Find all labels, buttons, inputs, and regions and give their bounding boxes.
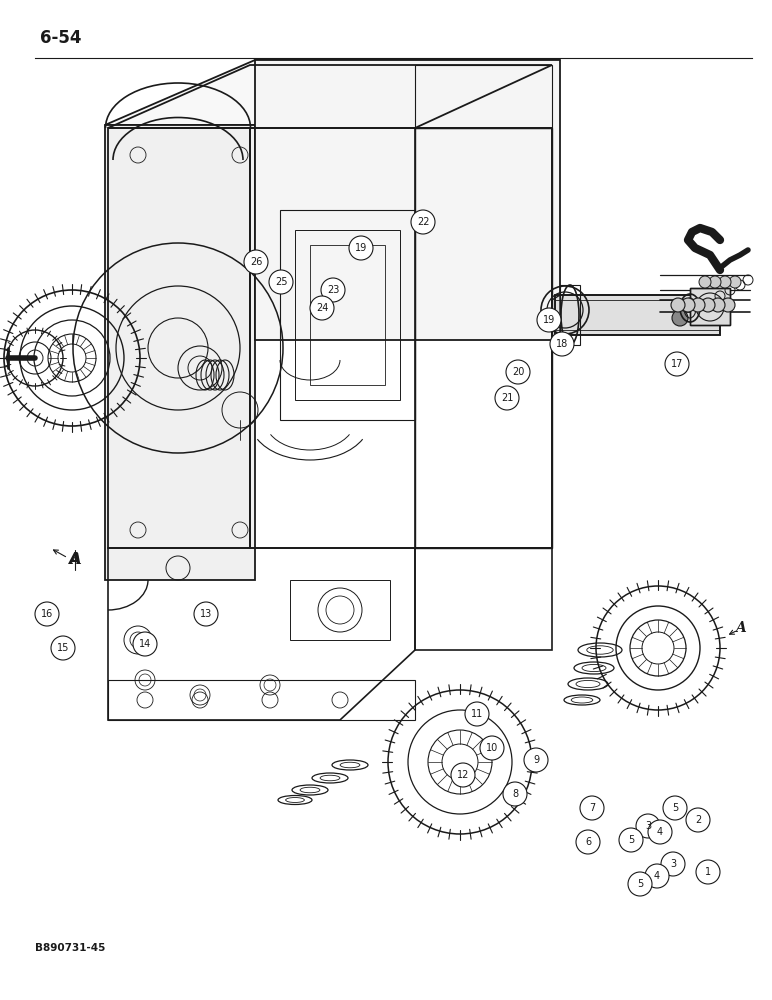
Circle shape bbox=[480, 736, 504, 760]
Circle shape bbox=[681, 298, 695, 312]
Text: 5: 5 bbox=[628, 835, 634, 845]
Text: 4: 4 bbox=[654, 871, 660, 881]
Circle shape bbox=[729, 276, 741, 288]
Circle shape bbox=[580, 796, 604, 820]
Text: 17: 17 bbox=[671, 359, 683, 369]
Circle shape bbox=[671, 298, 685, 312]
Text: 5: 5 bbox=[637, 879, 643, 889]
Circle shape bbox=[696, 860, 720, 884]
Circle shape bbox=[672, 310, 688, 326]
Circle shape bbox=[701, 298, 715, 312]
Text: 18: 18 bbox=[556, 339, 568, 349]
Circle shape bbox=[411, 210, 435, 234]
Circle shape bbox=[645, 864, 669, 888]
Text: 2: 2 bbox=[695, 815, 701, 825]
Text: 10: 10 bbox=[486, 743, 498, 753]
Circle shape bbox=[576, 830, 600, 854]
Circle shape bbox=[721, 298, 735, 312]
Text: A: A bbox=[69, 552, 81, 568]
Circle shape bbox=[686, 808, 710, 832]
Text: A: A bbox=[69, 553, 80, 567]
Circle shape bbox=[665, 352, 689, 376]
Text: 5: 5 bbox=[672, 803, 678, 813]
Text: 14: 14 bbox=[139, 639, 151, 649]
Text: 6: 6 bbox=[585, 837, 591, 847]
Circle shape bbox=[661, 852, 685, 876]
Text: 12: 12 bbox=[457, 770, 469, 780]
Circle shape bbox=[310, 296, 334, 320]
Text: 21: 21 bbox=[501, 393, 513, 403]
Text: 11: 11 bbox=[471, 709, 483, 719]
Circle shape bbox=[349, 236, 373, 260]
Circle shape bbox=[194, 602, 218, 626]
Circle shape bbox=[537, 308, 561, 332]
Text: 23: 23 bbox=[327, 285, 339, 295]
Text: 3: 3 bbox=[645, 821, 651, 831]
Text: 13: 13 bbox=[200, 609, 212, 619]
Text: A: A bbox=[735, 621, 746, 635]
Circle shape bbox=[711, 298, 725, 312]
Circle shape bbox=[465, 702, 489, 726]
Text: 25: 25 bbox=[275, 277, 287, 287]
Circle shape bbox=[524, 748, 548, 772]
Circle shape bbox=[619, 828, 643, 852]
Circle shape bbox=[321, 278, 345, 302]
Text: 19: 19 bbox=[543, 315, 555, 325]
Circle shape bbox=[636, 814, 660, 838]
Text: 20: 20 bbox=[512, 367, 524, 377]
Polygon shape bbox=[255, 60, 560, 340]
Circle shape bbox=[709, 276, 721, 288]
Circle shape bbox=[51, 636, 75, 660]
Polygon shape bbox=[105, 60, 560, 125]
Polygon shape bbox=[555, 295, 720, 335]
Polygon shape bbox=[690, 288, 730, 325]
Circle shape bbox=[133, 632, 157, 656]
Circle shape bbox=[506, 360, 530, 384]
Text: 16: 16 bbox=[41, 609, 53, 619]
Circle shape bbox=[495, 386, 519, 410]
Text: 15: 15 bbox=[57, 643, 69, 653]
Circle shape bbox=[451, 763, 475, 787]
Circle shape bbox=[269, 270, 293, 294]
Text: 7: 7 bbox=[589, 803, 595, 813]
Circle shape bbox=[35, 602, 59, 626]
Circle shape bbox=[550, 332, 574, 356]
Text: 26: 26 bbox=[250, 257, 262, 267]
Text: 4: 4 bbox=[657, 827, 663, 837]
Circle shape bbox=[691, 298, 705, 312]
Circle shape bbox=[628, 872, 652, 896]
Text: 3: 3 bbox=[670, 859, 676, 869]
Circle shape bbox=[719, 276, 731, 288]
Text: 6-54: 6-54 bbox=[40, 29, 82, 47]
Text: 19: 19 bbox=[355, 243, 367, 253]
Text: 22: 22 bbox=[417, 217, 429, 227]
Text: 24: 24 bbox=[316, 303, 328, 313]
Text: 1: 1 bbox=[705, 867, 711, 877]
Circle shape bbox=[244, 250, 268, 274]
Polygon shape bbox=[105, 125, 255, 580]
Circle shape bbox=[699, 276, 711, 288]
Circle shape bbox=[663, 796, 687, 820]
Text: 9: 9 bbox=[533, 755, 539, 765]
Text: B890731-45: B890731-45 bbox=[35, 943, 105, 953]
Circle shape bbox=[503, 782, 527, 806]
Circle shape bbox=[648, 820, 672, 844]
Text: 8: 8 bbox=[512, 789, 518, 799]
